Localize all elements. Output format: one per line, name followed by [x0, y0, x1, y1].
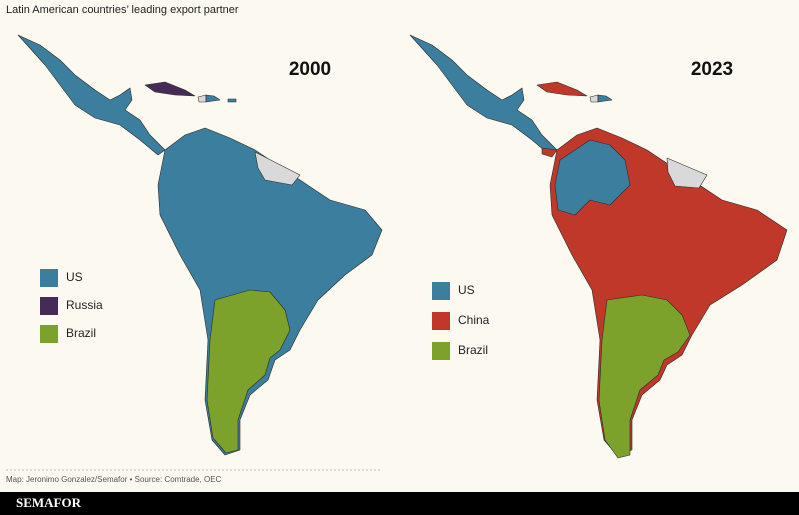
- legend-swatch: [432, 312, 450, 330]
- credit: Map: Jeronimo Gonzalez/Semafor • Source:…: [6, 475, 222, 484]
- cuba: [144, 81, 196, 97]
- southern-cone: [598, 294, 691, 459]
- brand: SEMAFOR: [16, 495, 82, 510]
- map-2000: 2000: [17, 34, 383, 456]
- legend-swatch: [432, 282, 450, 300]
- legend-swatch: [432, 342, 450, 360]
- guianas: [666, 157, 708, 189]
- map-2023: 2023: [409, 34, 788, 459]
- legend-label: Russia: [66, 298, 103, 312]
- title: Latin American countries’ leading export…: [6, 4, 239, 16]
- legend-label: US: [66, 270, 83, 284]
- mexico-central-america: [17, 34, 166, 156]
- cuba: [536, 81, 588, 97]
- legend-label: Brazil: [458, 343, 488, 357]
- guianas: [254, 151, 301, 186]
- mexico-central-america: [409, 34, 558, 156]
- legend-label: US: [458, 283, 475, 297]
- dominican-republic: [205, 94, 221, 103]
- legend-label: China: [458, 313, 490, 327]
- legend-swatch: [40, 297, 58, 315]
- footer-bar: [0, 492, 799, 515]
- map-year: 2023: [691, 59, 733, 80]
- legend-swatch: [40, 269, 58, 287]
- puerto-rico: [227, 98, 237, 103]
- legend-swatch: [40, 325, 58, 343]
- map-year: 2000: [289, 59, 331, 80]
- southern-cone: [206, 289, 291, 454]
- panama: [541, 147, 558, 158]
- colombia-ecuador-venezuela: [554, 139, 631, 216]
- dominican-republic: [597, 94, 613, 103]
- legend-label: Brazil: [66, 326, 96, 340]
